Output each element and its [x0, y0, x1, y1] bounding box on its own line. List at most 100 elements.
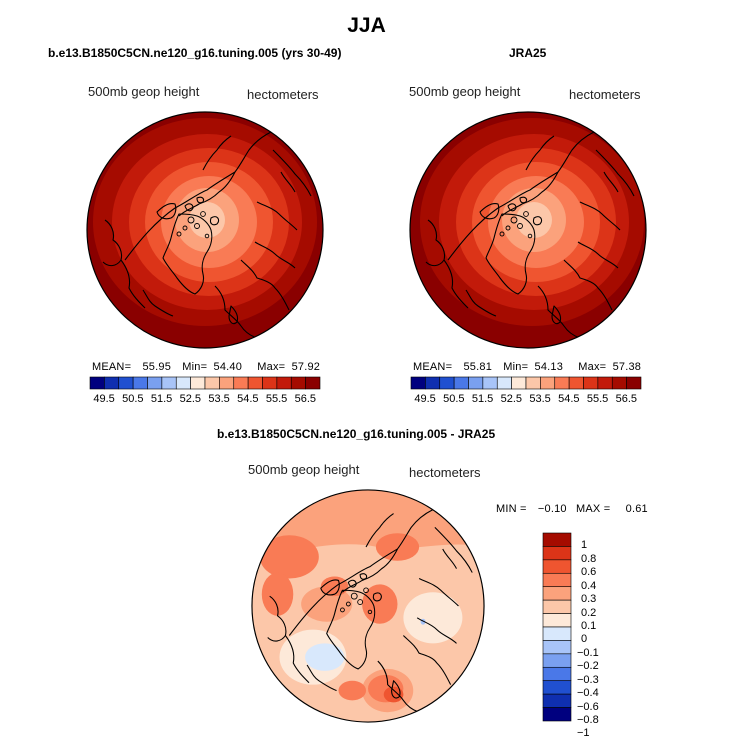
diff-island-outline: [363, 587, 369, 594]
model-coastline: [272, 149, 312, 197]
diff-contour-band: [261, 572, 294, 616]
model-coastline: [184, 203, 194, 212]
diff-stats: MIN = −0.10 MAX = 0.61: [496, 503, 648, 515]
model-colorbar-box: [276, 376, 292, 390]
model-units-label: hectometers: [247, 87, 319, 102]
diff-colorbar-box: [542, 707, 572, 722]
model-colorbar-tick-label: 50.5: [122, 393, 144, 405]
model-coastline: [102, 219, 123, 267]
diff-units-label: hectometers: [409, 465, 481, 480]
diff-colorbar-tick-label: 0.4: [581, 579, 597, 592]
diff-colorbar-tick-label: 0.1: [581, 620, 597, 632]
model-variable-label: 500mb geop height: [88, 84, 200, 99]
obs-coastline: [595, 149, 635, 197]
obs-colorbar-box: [611, 376, 627, 390]
obs-colorbar-box: [540, 376, 556, 390]
diff-variable-label: 500mb geop height: [248, 462, 360, 477]
obs-colorbar-box: [554, 376, 570, 390]
obs-island-outline: [505, 225, 511, 231]
obs-coastline: [532, 216, 543, 226]
obs-max-value: 57.38: [612, 361, 642, 373]
obs-colorbar-ticks: 49.5 50.5 51.5 52.5 53.5 54.5 55.5 56.5: [411, 393, 641, 407]
model-island-outline: [200, 211, 206, 217]
obs-coastline: [603, 171, 619, 193]
obs-polar-map: [409, 111, 647, 349]
model-coastline: [124, 131, 272, 261]
obs-coastline: [551, 305, 562, 325]
obs-min-value: 54.13: [534, 361, 564, 373]
diff-coastline: [442, 548, 457, 569]
obs-coastline: [443, 259, 469, 309]
obs-mean-value: 55.81: [463, 361, 493, 373]
obs-coastline: [501, 171, 559, 217]
diff-coastline: [326, 589, 376, 670]
obs-coastline: [485, 213, 536, 295]
obs-colorbar-box: [453, 376, 469, 390]
obs-coastline: [507, 203, 517, 212]
diff-contour-band: [338, 680, 367, 701]
diff-colorbar-tick-label: 0: [581, 633, 588, 646]
diff-colorbar-box: [542, 653, 572, 668]
obs-colorbar-box: [597, 376, 613, 390]
diff-min-label: MIN =: [496, 503, 527, 515]
obs-mean-label: MEAN=: [413, 361, 453, 373]
diff-colorbar-box: [542, 572, 572, 588]
obs-colorbar-tick-label: 56.5: [615, 393, 638, 405]
diff-colorbar: [542, 532, 572, 722]
obs-coastline: [465, 289, 497, 317]
obs-colorbar-tick-label: 49.5: [414, 393, 436, 405]
diff-coastline: [359, 573, 368, 580]
diff-colorbar-box: [542, 626, 572, 641]
diff-coastline: [284, 635, 310, 684]
obs-colorbar-tick-label: 55.5: [586, 393, 609, 405]
diff-contour-band: [305, 643, 345, 671]
obs-island-outline: [523, 211, 529, 217]
obs-coastline: [579, 201, 621, 231]
obs-min-label: Min=: [503, 361, 529, 373]
diff-colorbar-tick-label: 0.2: [581, 606, 597, 619]
diff-colorbar-box: [542, 693, 572, 708]
diff-colorbar-tick-label: 0.6: [581, 566, 597, 579]
model-colorbar-ticks: 49.5 50.5 51.5 52.5 53.5 54.5 55.5 56.5: [90, 393, 320, 407]
diff-contour-band: [403, 592, 463, 644]
obs-colorbar-tick-label: 54.5: [558, 393, 580, 405]
model-coastline: [120, 259, 146, 309]
diff-min-value: −0.10: [537, 503, 567, 515]
model-max-value: 57.92: [291, 361, 321, 373]
model-island-outline: [182, 225, 188, 231]
diff-coastline: [347, 579, 357, 588]
model-colorbar-tick-label: 54.5: [237, 393, 259, 405]
diff-colorbar-tick-label: −0.2: [577, 660, 599, 673]
model-coastline: [214, 285, 258, 339]
diff-colorbar-ticks: 1 0.8 0.6 0.4 0.3 0.2 0.1 0 −0.1 −0.2 −0.3 −0.4 −0.6…: [577, 533, 617, 739]
obs-colorbar-tick-label: 51.5: [471, 393, 494, 405]
model-island-outline: [204, 233, 210, 239]
model-coastline: [228, 305, 239, 325]
model-colorbar-box: [219, 376, 235, 390]
diff-coastline: [372, 592, 382, 602]
diff-colorbar-box: [542, 559, 572, 574]
model-coastline: [202, 135, 232, 171]
model-island-outline: [194, 223, 200, 229]
obs-units-label: hectometers: [569, 87, 641, 102]
obs-colorbar-box: [496, 376, 512, 390]
model-colorbar-box: [262, 376, 278, 390]
diff-colorbar-box: [542, 532, 572, 547]
diff-coastline: [377, 660, 420, 713]
model-coastline: [240, 259, 290, 311]
model-max-label: Max=: [257, 361, 286, 373]
model-colorbar-tick-label: 52.5: [179, 393, 202, 405]
obs-colorbar-box: [525, 376, 541, 390]
diff-colorbar-tick-label: −0.3: [577, 673, 599, 686]
main-title: JJA: [347, 14, 386, 37]
model-coastline: [156, 202, 177, 220]
model-colorbar: [89, 376, 321, 390]
diff-coastline: [418, 577, 459, 607]
model-min-label: Min=: [182, 361, 208, 373]
obs-coastline: [525, 135, 555, 171]
obs-colorbar-box: [583, 376, 599, 390]
obs-colorbar-box: [511, 376, 527, 390]
model-panel-title: b.e13.B1850C5CN.ne120_g16.tuning.005 (yr…: [48, 46, 342, 60]
model-mean-value: 55.95: [142, 361, 172, 373]
obs-colorbar-box: [626, 376, 642, 390]
